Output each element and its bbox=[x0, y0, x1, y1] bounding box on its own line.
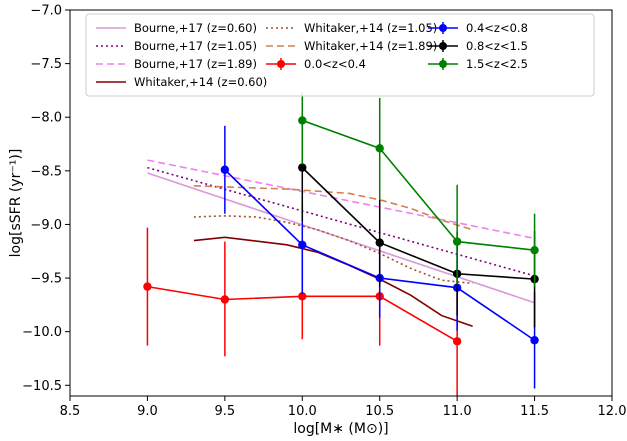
legend-entry: 0.4<z<0.8 bbox=[428, 21, 528, 35]
y-tick-label: −7.5 bbox=[30, 57, 62, 72]
data-point bbox=[452, 237, 462, 246]
legend-entry: Bourne,+17 (z=1.05) bbox=[96, 39, 257, 53]
series-line bbox=[147, 159, 535, 240]
series-1-5-z-2-5 bbox=[298, 92, 539, 287]
plot-frame bbox=[69, 9, 613, 397]
legend-entry: Bourne,+17 (z=1.89) bbox=[96, 57, 257, 71]
legend-swatch-marker bbox=[439, 60, 447, 68]
data-point bbox=[220, 165, 230, 174]
x-tick-label: 9.0 bbox=[137, 404, 158, 419]
y-tick-label: −7.0 bbox=[30, 4, 62, 19]
legend-entry: 0.8<z<1.5 bbox=[428, 39, 528, 53]
x-tick-label: 11.0 bbox=[443, 404, 472, 419]
legend-label: Bourne,+17 (z=1.05) bbox=[134, 39, 257, 53]
data-point bbox=[298, 116, 307, 125]
series-whitaker-14-z-1-89- bbox=[193, 185, 473, 231]
data-point bbox=[298, 240, 307, 250]
y-tick-label: −8.5 bbox=[30, 164, 62, 179]
data-point bbox=[220, 295, 230, 304]
series-line bbox=[302, 119, 535, 251]
legend-label: 0.0<z<0.4 bbox=[304, 57, 366, 71]
x-tick-label: 10.5 bbox=[365, 404, 394, 419]
series-line bbox=[193, 185, 473, 231]
series-line bbox=[147, 172, 535, 304]
series-bourne-17-z-1-05- bbox=[147, 166, 535, 277]
y-tick-label: −10.0 bbox=[22, 325, 62, 340]
series-line bbox=[301, 167, 535, 280]
legend-entry: Bourne,+17 (z=0.60) bbox=[96, 21, 257, 35]
data-point bbox=[375, 238, 384, 247]
y-axis-label: log[sSFR (yr⁻¹)] bbox=[8, 149, 24, 258]
legend-label: Whitaker,+14 (z=0.60) bbox=[134, 75, 267, 89]
series-layer bbox=[143, 92, 539, 396]
ticks-layer: 8.5 9.0 9.5 10.0 10.5 11.0 11.5 12.0 −10.5 −10.0 −… bbox=[22, 4, 626, 420]
series-line bbox=[147, 166, 535, 277]
series-line bbox=[193, 236, 473, 328]
legend-label: Whitaker,+14 (z=1.89) bbox=[304, 39, 437, 53]
x-tick-label: 10.0 bbox=[288, 404, 317, 419]
legend-entry: 1.5<z<2.5 bbox=[428, 57, 528, 71]
legend-label: Bourne,+17 (z=0.60) bbox=[134, 21, 257, 35]
series-line bbox=[193, 215, 473, 285]
legend-label: 0.4<z<0.8 bbox=[466, 21, 528, 35]
x-tick-label: 8.5 bbox=[60, 404, 81, 419]
y-tick-label: −9.0 bbox=[30, 218, 62, 233]
data-point bbox=[530, 336, 539, 345]
x-axis-label: log[M∗ (M⊙)] bbox=[293, 421, 388, 437]
legend-swatch-marker bbox=[439, 24, 447, 32]
x-tick-label: 11.5 bbox=[520, 404, 549, 419]
data-point bbox=[530, 245, 539, 255]
legend-entry: Whitaker,+14 (z=1.89) bbox=[266, 39, 437, 53]
data-point bbox=[298, 163, 307, 172]
x-tick-label: 9.5 bbox=[215, 404, 236, 419]
series-bourne-17-z-0-60- bbox=[147, 172, 535, 304]
legend-swatch-marker bbox=[439, 42, 447, 50]
series-whitaker-14-z-1-05- bbox=[193, 215, 473, 285]
legend-label: 1.5<z<2.5 bbox=[466, 57, 528, 71]
legend-swatch-marker bbox=[277, 60, 285, 68]
legend-box bbox=[85, 13, 595, 97]
legend-label: Bourne,+17 (z=1.89) bbox=[134, 57, 257, 71]
series-bourne-17-z-1-89- bbox=[147, 159, 535, 240]
series-0-8-z-1-5 bbox=[298, 112, 539, 328]
legend-entry: Whitaker,+14 (z=1.05) bbox=[266, 21, 437, 35]
data-point bbox=[298, 292, 307, 301]
y-tick-label: −9.5 bbox=[30, 272, 62, 287]
legend-label: Whitaker,+14 (z=1.05) bbox=[304, 21, 437, 35]
legend-entry: Whitaker,+14 (z=0.60) bbox=[96, 75, 267, 89]
data-point bbox=[143, 282, 152, 291]
data-point bbox=[452, 337, 462, 346]
y-tick-label: −10.5 bbox=[22, 379, 62, 394]
x-tick-label: 12.0 bbox=[598, 404, 627, 419]
series-whitaker-14-z-0-60- bbox=[193, 236, 473, 328]
y-tick-label: −8.0 bbox=[30, 111, 62, 126]
data-point bbox=[375, 144, 384, 153]
legend-entry: 0.0<z<0.4 bbox=[266, 57, 366, 71]
legend-label: 0.8<z<1.5 bbox=[466, 39, 528, 53]
legend: Bourne,+17 (z=0.60) Bourne,+17 (z=1.05) Bo… bbox=[85, 13, 595, 97]
